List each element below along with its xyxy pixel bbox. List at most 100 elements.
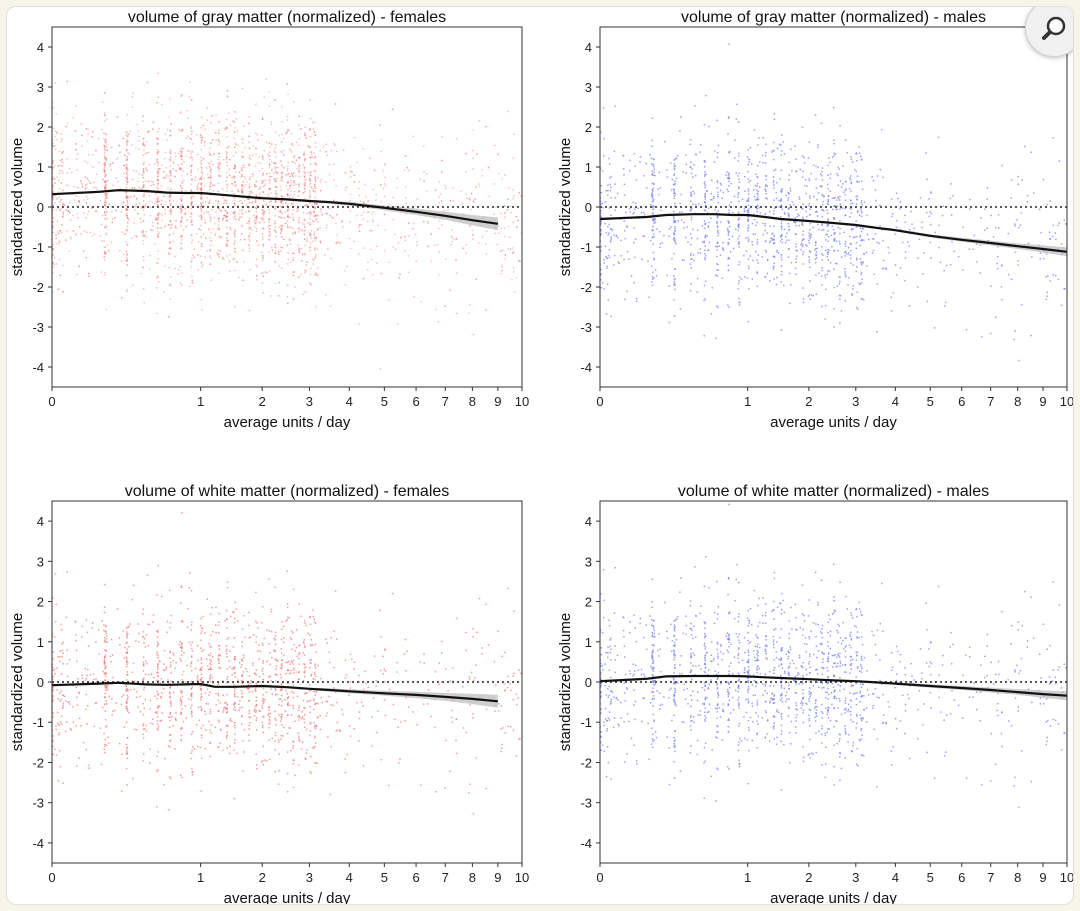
- data-point: [191, 178, 193, 181]
- data-point: [52, 208, 54, 210]
- data-point: [81, 145, 83, 147]
- data-point: [241, 207, 244, 209]
- data-point: [253, 226, 256, 228]
- data-point: [167, 187, 169, 189]
- data-point: [125, 188, 127, 190]
- data-point: [275, 180, 277, 183]
- data-point: [298, 248, 301, 250]
- data-point: [309, 282, 311, 285]
- data-point: [105, 252, 107, 254]
- data-point: [500, 227, 503, 230]
- data-point: [210, 168, 212, 170]
- data-point: [209, 185, 211, 188]
- data-point: [634, 208, 636, 210]
- data-point: [281, 164, 283, 167]
- data-point: [392, 108, 394, 110]
- data-point: [255, 153, 257, 155]
- data-point: [275, 177, 278, 180]
- data-point: [213, 222, 216, 225]
- data-point: [289, 226, 291, 229]
- data-point: [140, 221, 142, 223]
- data-point: [441, 135, 443, 138]
- data-point: [261, 251, 263, 253]
- data-point: [835, 240, 838, 242]
- data-point: [241, 209, 243, 211]
- data-point: [83, 230, 86, 232]
- data-point: [149, 206, 151, 209]
- data-point: [165, 201, 167, 203]
- data-point: [179, 266, 182, 268]
- data-point: [183, 160, 185, 163]
- data-point: [294, 231, 296, 233]
- data-point: [217, 132, 220, 134]
- data-point: [850, 181, 853, 184]
- data-point: [309, 178, 311, 180]
- data-point: [252, 175, 254, 178]
- data-point: [392, 218, 395, 221]
- data-point: [88, 210, 90, 213]
- data-point: [104, 156, 106, 158]
- data-point: [320, 179, 322, 181]
- data-point: [240, 188, 243, 190]
- data-point: [188, 137, 191, 139]
- data-point: [59, 209, 61, 211]
- data-point: [241, 173, 243, 176]
- data-point: [298, 185, 300, 188]
- data-point: [292, 259, 294, 261]
- data-point: [375, 199, 377, 201]
- data-point: [372, 219, 374, 221]
- data-point: [103, 112, 106, 114]
- data-point: [651, 265, 653, 267]
- data-point: [143, 206, 145, 208]
- data-point: [470, 193, 473, 195]
- data-point: [315, 306, 317, 308]
- data-point: [170, 203, 172, 205]
- data-point: [504, 212, 506, 214]
- data-point: [198, 228, 200, 230]
- data-point: [170, 208, 172, 210]
- data-point: [166, 139, 168, 141]
- data-point: [194, 179, 196, 181]
- x-tick-label: 6: [412, 394, 419, 409]
- data-point: [104, 259, 106, 261]
- data-point: [339, 241, 341, 243]
- data-point: [52, 217, 55, 219]
- data-point: [837, 249, 839, 252]
- data-point: [380, 272, 382, 275]
- data-point: [157, 139, 159, 141]
- data-point: [59, 187, 61, 190]
- data-point: [291, 213, 294, 215]
- y-tick-label: -4: [32, 360, 44, 375]
- data-point: [111, 221, 113, 223]
- data-point: [309, 136, 312, 138]
- data-point: [269, 224, 272, 227]
- data-point: [319, 240, 322, 243]
- data-point: [773, 262, 775, 265]
- data-point: [281, 121, 283, 123]
- data-point: [127, 133, 129, 136]
- data-point: [248, 235, 250, 237]
- data-point: [304, 291, 306, 293]
- data-point: [157, 175, 159, 178]
- data-point: [262, 214, 265, 217]
- data-point: [143, 172, 145, 174]
- data-point: [279, 186, 282, 188]
- data-point: [225, 215, 228, 217]
- data-point: [59, 169, 61, 172]
- data-point: [138, 173, 140, 175]
- data-point: [405, 186, 407, 188]
- data-point: [184, 208, 186, 210]
- data-point: [61, 138, 63, 140]
- data-point: [78, 201, 80, 203]
- data-point: [494, 232, 496, 235]
- data-point: [268, 239, 270, 241]
- data-point: [200, 156, 202, 158]
- data-point: [81, 183, 83, 185]
- data-point: [107, 196, 109, 199]
- data-point: [330, 149, 332, 152]
- data-point: [75, 149, 77, 151]
- data-point: [68, 250, 71, 252]
- data-point: [290, 261, 292, 263]
- data-point: [246, 204, 248, 206]
- data-point: [290, 190, 292, 193]
